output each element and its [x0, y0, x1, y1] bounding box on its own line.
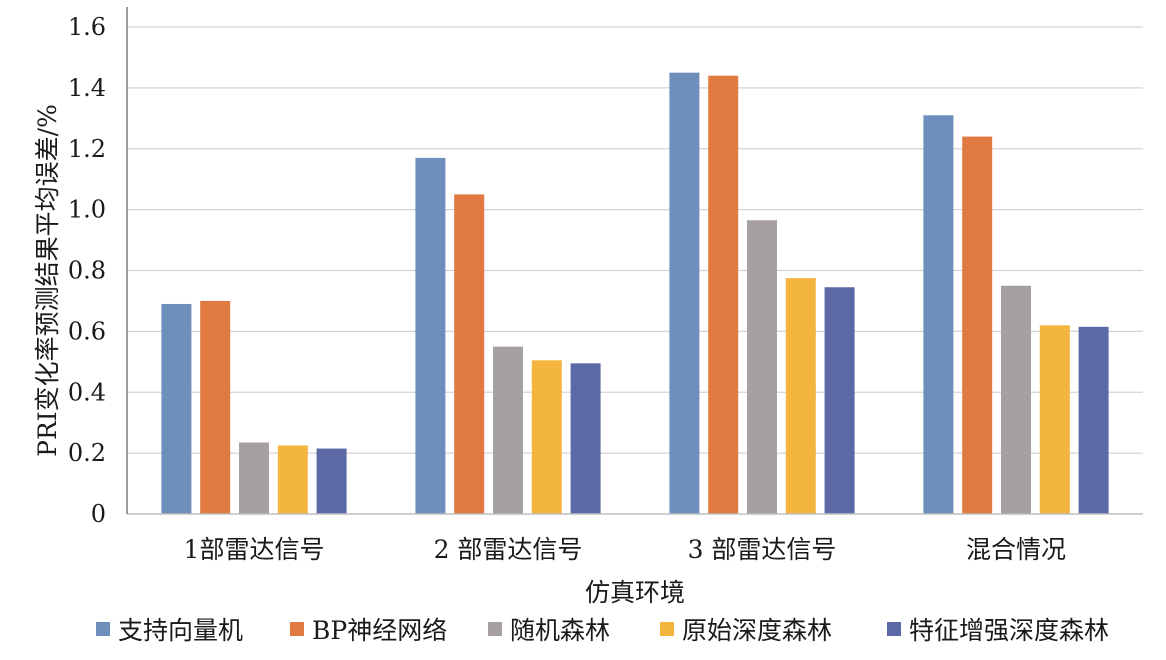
bar: [923, 115, 954, 515]
x-category-label: 3 部雷达信号: [688, 535, 837, 564]
legend-label: 特征增强深度森林: [909, 616, 1109, 645]
bar: [1078, 326, 1109, 514]
legend-label: 随机森林: [510, 616, 610, 645]
bar: [277, 445, 308, 514]
bar: [200, 300, 231, 514]
y-tick-label: 0: [91, 500, 106, 528]
legend-label: 原始深度森林: [682, 616, 832, 645]
y-tick-label: 1.6: [68, 13, 106, 41]
y-tick-label: 0.6: [68, 317, 106, 345]
bar: [1001, 285, 1031, 514]
x-axis-title: 仿真环境: [585, 578, 685, 607]
y-tick-label: 0.8: [68, 257, 106, 285]
bars: [161, 72, 1109, 515]
y-tick-labels: 0 0.2 0.4 0.6 0.8 1.0 1.2 1.4 1.6: [68, 13, 106, 528]
legend-label: BP神经网络: [312, 616, 447, 645]
legend-swatch: [290, 622, 304, 636]
bar: [708, 75, 739, 514]
legend-swatch: [488, 622, 502, 636]
bar: [161, 303, 192, 514]
bar: [669, 72, 700, 514]
bar: [785, 278, 816, 514]
bar: [747, 220, 777, 514]
x-category-labels: 1部雷达信号 2 部雷达信号 3 部雷达信号 混合情况: [184, 535, 1066, 564]
x-category-label: 2 部雷达信号: [434, 535, 583, 564]
legend-swatch: [887, 622, 901, 636]
legend-swatch: [660, 622, 674, 636]
bar: [316, 448, 347, 514]
bar: [454, 194, 485, 514]
bar: [570, 363, 601, 514]
legend-label: 支持向量机: [118, 616, 243, 645]
legend-swatch: [96, 622, 110, 636]
bar: [824, 287, 855, 514]
bar: [493, 346, 523, 514]
x-category-label: 1部雷达信号: [184, 535, 325, 564]
y-tick-label: 1.4: [68, 74, 106, 102]
bar: [962, 136, 993, 514]
bar: [531, 360, 562, 514]
gridlines: [127, 26, 1143, 454]
legend: 支持向量机 BP神经网络 随机森林 原始深度森林 特征增强深度森林: [96, 616, 1109, 645]
y-tick-label: 1.0: [68, 196, 106, 224]
bar: [239, 442, 269, 514]
y-tick-label: 1.2: [68, 135, 106, 163]
x-category-label: 混合情况: [966, 535, 1066, 564]
y-tick-label: 0.2: [68, 439, 106, 467]
bar: [415, 157, 446, 514]
bar: [1039, 325, 1070, 514]
y-tick-label: 0.4: [68, 378, 106, 406]
y-axis-title: PRI变化率预测结果平均误差/%: [33, 104, 62, 457]
